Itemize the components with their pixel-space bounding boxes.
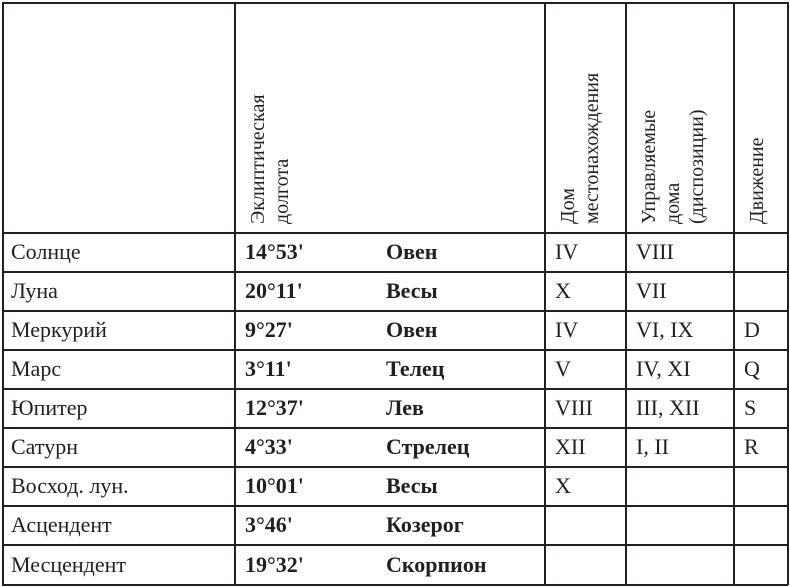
zodiac-sign: Телец bbox=[386, 356, 445, 381]
ruled-houses: I, II bbox=[636, 434, 669, 459]
planet-name: Юпитер bbox=[11, 395, 88, 420]
ruled-houses: III, XII bbox=[636, 395, 700, 420]
grid-line bbox=[2, 2, 788, 4]
ruled-houses: IV, XI bbox=[636, 356, 691, 381]
header-motion: Движение bbox=[746, 137, 768, 224]
grid-line bbox=[733, 2, 735, 585]
zodiac-sign: Козерог bbox=[386, 512, 464, 537]
planet-name: Марс bbox=[11, 356, 62, 381]
house: X bbox=[555, 473, 571, 498]
grid-line bbox=[2, 388, 788, 390]
motion: R bbox=[744, 434, 759, 459]
degree: 14°53' bbox=[245, 239, 304, 264]
degree: 20°11' bbox=[245, 278, 303, 303]
degree: 19°32' bbox=[245, 552, 304, 577]
planet-name: Месцендент bbox=[11, 552, 127, 577]
zodiac-sign: Стрелец bbox=[386, 434, 470, 459]
grid-line bbox=[2, 427, 788, 429]
degree: 9°27' bbox=[245, 317, 293, 342]
house: V bbox=[555, 356, 571, 381]
grid-line bbox=[234, 2, 236, 585]
header-ruled: Управляемые дома (диспозиции) bbox=[638, 109, 708, 225]
grid-line bbox=[787, 2, 789, 585]
zodiac-sign: Весы bbox=[386, 473, 438, 498]
house: IV bbox=[555, 317, 579, 342]
zodiac-sign: Овен bbox=[386, 239, 438, 264]
degree: 3°46' bbox=[245, 512, 293, 537]
ruled-houses: VIII bbox=[636, 239, 674, 264]
house: XII bbox=[555, 434, 586, 459]
ruled-houses: VI, IX bbox=[636, 317, 694, 342]
planet-name: Асцендент bbox=[11, 512, 112, 537]
grid-line bbox=[2, 544, 788, 546]
grid-line bbox=[2, 2, 4, 585]
zodiac-sign: Овен bbox=[386, 317, 438, 342]
grid-line bbox=[2, 505, 788, 507]
grid-line bbox=[2, 349, 788, 351]
header-longitude: Эклиптическая долгота bbox=[247, 94, 293, 224]
degree: 4°33' bbox=[245, 434, 293, 459]
motion: D bbox=[744, 317, 760, 342]
motion: S bbox=[744, 395, 757, 420]
degree: 3°11' bbox=[245, 356, 292, 381]
ruled-houses: VII bbox=[636, 278, 667, 303]
grid-line bbox=[544, 2, 546, 585]
degree: 12°37' bbox=[245, 395, 304, 420]
zodiac-sign: Лев bbox=[386, 395, 424, 420]
motion: Q bbox=[744, 356, 760, 381]
degree: 10°01' bbox=[245, 473, 304, 498]
zodiac-sign: Весы bbox=[386, 278, 438, 303]
grid-line bbox=[2, 584, 788, 586]
grid-line bbox=[625, 2, 627, 585]
house: VIII bbox=[555, 395, 593, 420]
house: IV bbox=[555, 239, 579, 264]
grid-line bbox=[2, 310, 788, 312]
house: X bbox=[555, 278, 571, 303]
planet-name: Солнце bbox=[11, 239, 81, 264]
zodiac-sign: Скорпион bbox=[386, 552, 487, 577]
planet-name: Меркурий bbox=[11, 317, 107, 342]
grid-line bbox=[2, 271, 788, 273]
header-house: Дом местонахождения bbox=[557, 72, 603, 224]
grid-line bbox=[2, 232, 788, 234]
grid-line bbox=[2, 466, 788, 468]
planet-name: Восход. лун. bbox=[11, 473, 129, 498]
planet-name: Луна bbox=[11, 278, 58, 303]
planet-name: Сатурн bbox=[11, 434, 78, 459]
